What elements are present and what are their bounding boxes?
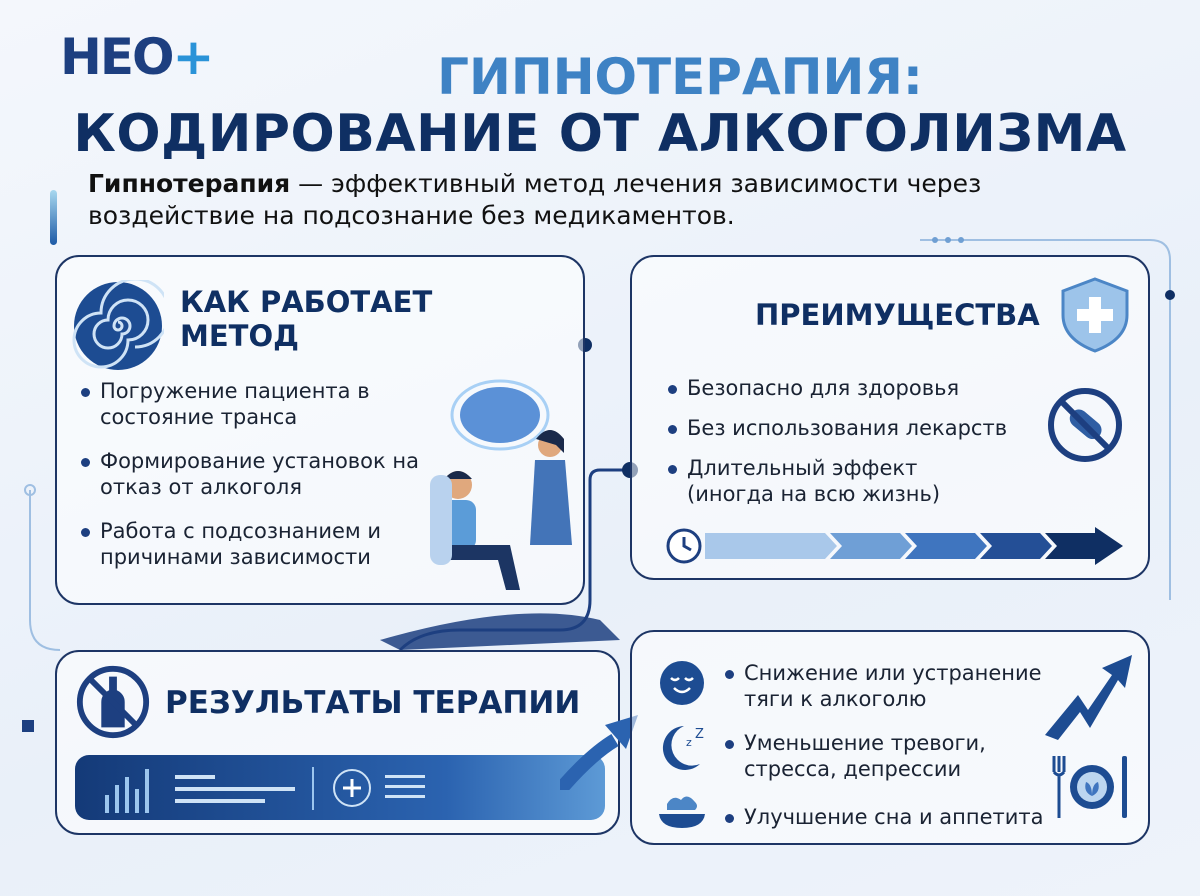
- results-band: [75, 755, 605, 820]
- spiral-icon: [72, 280, 164, 370]
- list-item: Погружение пациента в состояние транса: [78, 378, 438, 430]
- timeline-arrow: [666, 527, 1123, 565]
- benefits-list: Безопасно для здоровья Без использования…: [665, 375, 1045, 507]
- shield-plus-icon: [1061, 277, 1129, 353]
- list-item: Безопасно для здоровья: [665, 375, 1045, 401]
- title-line-2: КОДИРОВАНИЕ ОТ АЛКОГОЛИЗМА: [73, 104, 1127, 164]
- results-list-card: [630, 630, 1150, 845]
- logo: НЕО+: [60, 28, 215, 86]
- results-heading: РЕЗУЛЬТАТЫ ТЕРАПИИ: [165, 685, 581, 721]
- intro-text: Гипнотерапия — эффективный метод лечения…: [88, 168, 1088, 232]
- list-item: Уменьшение тревоги, стресса, депрессии: [722, 730, 1062, 782]
- results-list: Снижение или устранение тяги к алкоголю …: [722, 660, 1062, 830]
- plate-icon: [1052, 756, 1127, 818]
- logo-text: НЕО: [60, 28, 175, 86]
- list-item: Без использования лекарств: [665, 415, 1045, 441]
- intro-rest: — эффективный метод лечения зависимости …: [88, 169, 982, 230]
- list-item: Работа с подсознанием и причинами зависи…: [78, 518, 438, 570]
- food-bowl-icon: [659, 796, 705, 828]
- calm-face-icon: [660, 661, 704, 705]
- list-item: Формирование установок на отказ от алког…: [78, 448, 438, 500]
- growth-arrow-icon: [560, 715, 638, 790]
- band-decor-icons: [105, 767, 425, 813]
- how-list: Погружение пациента в состояние транса Ф…: [78, 378, 438, 570]
- accent-bar: [50, 190, 57, 245]
- svg-text:Z: Z: [695, 727, 704, 742]
- list-item: Улучшение сна и аппетита: [722, 804, 1062, 830]
- no-pills-icon: [1048, 388, 1122, 462]
- title-line-1: ГИПНОТЕРАПИЯ:: [437, 48, 923, 106]
- logo-plus: +: [172, 28, 215, 86]
- svg-text:z: z: [686, 736, 692, 749]
- no-alcohol-icon: [76, 665, 150, 739]
- how-heading: КАК РАБОТАЕТ МЕТОД: [180, 285, 433, 353]
- trend-up-icon: [1045, 655, 1132, 740]
- therapy-illustration: [430, 379, 572, 590]
- moon-sleep-icon: z Z: [662, 726, 704, 770]
- benefits-heading: ПРЕИМУЩЕСТВА: [755, 298, 1040, 332]
- list-item: Снижение или устранение тяги к алкоголю: [722, 660, 1062, 712]
- list-item: Длительный эффект (иногда на всю жизнь): [665, 455, 965, 507]
- intro-bold: Гипнотерапия: [88, 169, 291, 198]
